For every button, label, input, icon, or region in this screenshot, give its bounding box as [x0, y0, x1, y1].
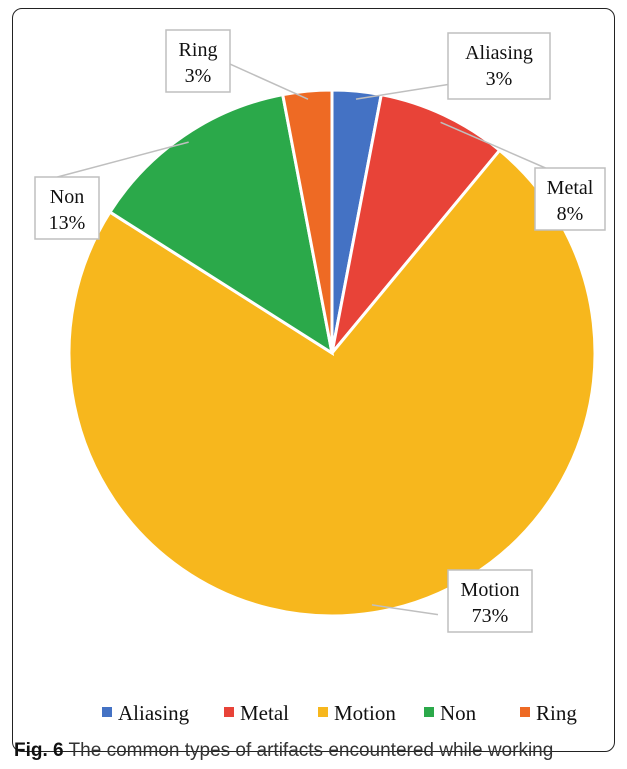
- leader-lines: [57, 63, 546, 616]
- data-label-category-aliasing: Aliasing: [465, 42, 533, 64]
- pie-slice-motion: [67, 148, 597, 618]
- callout-box-non: [34, 176, 100, 240]
- data-label-value-non: 13%: [49, 212, 86, 234]
- data-label-category-metal: Metal: [547, 177, 594, 199]
- legend-swatch-ring: [520, 707, 530, 717]
- legend-swatch-motion: [318, 707, 328, 717]
- leader-line-aliasing: [355, 83, 449, 100]
- callout-box-motion: [447, 569, 533, 633]
- pie-slice-non: [107, 92, 335, 357]
- pie-slice-metal: [330, 92, 502, 354]
- callout-box-aliasing: [447, 32, 551, 100]
- data-label-category-motion: Motion: [461, 579, 520, 601]
- leader-line-metal: [440, 121, 546, 169]
- leader-line-motion: [371, 604, 439, 616]
- data-label-value-motion: 73%: [472, 605, 509, 627]
- caption-fig-label: Fig. 6: [14, 740, 64, 761]
- pie-slices: [67, 88, 597, 618]
- caption-text: The common types of artifacts encountere…: [63, 740, 554, 761]
- legend-label-metal: Metal: [240, 701, 289, 725]
- legend-label-ring: Ring: [536, 701, 577, 725]
- data-label-value-ring: 3%: [185, 65, 212, 87]
- data-label-category-ring: Ring: [179, 39, 218, 61]
- legend-label-aliasing: Aliasing: [118, 701, 190, 725]
- data-label-value-metal: 8%: [557, 203, 584, 225]
- legend-label-motion: Motion: [334, 701, 396, 725]
- data-label-value-aliasing: 3%: [486, 68, 513, 90]
- leader-line-ring: [229, 63, 309, 100]
- callout-box-ring: [165, 29, 231, 93]
- legend-swatch-aliasing: [102, 707, 112, 717]
- legend: Aliasing Metal Motion Non Ring: [102, 701, 577, 725]
- figure-caption: Fig. 6 The common types of artifacts enc…: [14, 740, 614, 762]
- legend-label-non: Non: [440, 701, 477, 725]
- legend-swatch-non: [424, 707, 434, 717]
- leader-line-non: [57, 141, 189, 178]
- data-label-category-non: Non: [50, 186, 84, 208]
- pie-slice-ring: [280, 88, 334, 354]
- data-label-callouts: Aliasing 3% Metal 8% Motion 73% Non 13% Ring 3%: [34, 29, 606, 633]
- legend-swatch-metal: [224, 707, 234, 717]
- callout-box-metal: [534, 167, 606, 231]
